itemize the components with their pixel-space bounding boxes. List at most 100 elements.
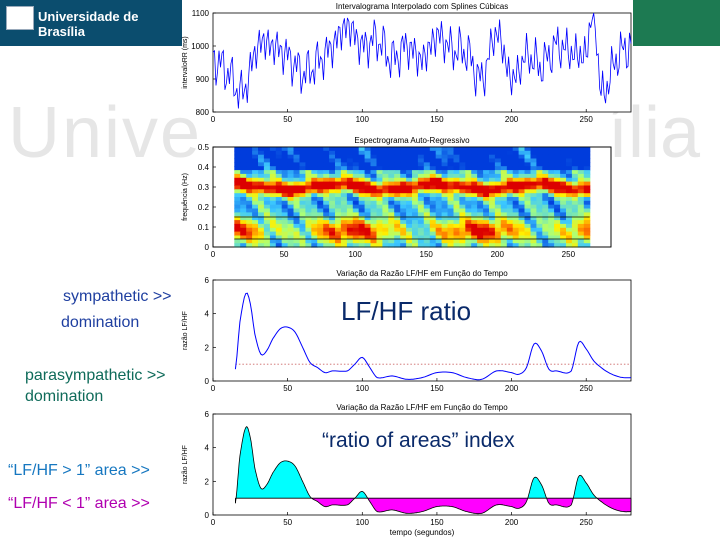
chart1-heatmap-cell	[311, 162, 318, 167]
chart1-heatmap-cell	[293, 177, 300, 183]
chart1-heatmap-cell	[548, 212, 555, 217]
chart1-heatmap-cell	[246, 216, 253, 221]
chart1-heatmap-cell	[477, 185, 484, 190]
chart1-heatmap-cell	[400, 231, 407, 236]
chart1-heatmap-cell	[554, 204, 561, 210]
chart1-heatmap-cell	[305, 173, 312, 179]
chart1-heatmap-cell	[252, 223, 259, 229]
chart1-heatmap-cell	[329, 227, 336, 233]
chart1-heatmap-cell	[358, 216, 366, 221]
chart1-heatmap-cell	[453, 150, 460, 156]
chart1-heatmap-cell	[376, 239, 383, 244]
chart1-heatmap-cell	[246, 223, 253, 229]
chart1-heatmap-cell	[494, 243, 502, 248]
chart1-heatmap-cell	[335, 220, 342, 225]
chart1-heatmap-cell	[506, 239, 514, 244]
chart1-heatmap-cell	[406, 181, 413, 186]
chart1-heatmap-cell	[406, 231, 413, 236]
chart1-heatmap-cell	[524, 200, 531, 206]
chart1-heatmap-cell	[311, 200, 318, 206]
chart1-heatmap-cell	[500, 227, 508, 233]
chart1-heatmap-cell	[536, 212, 543, 217]
chart1-heatmap-cell	[471, 158, 478, 163]
chart1-heatmap-cell	[263, 231, 271, 236]
chart1-heatmap-cell	[400, 197, 407, 202]
chart1-heatmap-cell	[346, 154, 354, 160]
chart1-heatmap-cell	[447, 150, 454, 156]
chart1-heatmap-cell	[246, 150, 253, 156]
chart0-xtick-label: 250	[580, 115, 594, 124]
chart1-heatmap-cell	[364, 166, 372, 171]
chart1-heatmap-cell	[311, 204, 318, 210]
chart1-heatmap-cell	[252, 154, 259, 160]
chart1-heatmap-cell	[566, 200, 573, 206]
chart1-heatmap-cell	[400, 189, 407, 194]
chart1-heatmap-cell	[352, 150, 360, 156]
chart1-heatmap-cell	[346, 239, 354, 244]
chart1-heatmap-cell	[329, 185, 336, 190]
chart1-heatmap-cell	[346, 216, 354, 221]
chart1-heatmap-cell	[459, 220, 466, 225]
chart0-ytick-label: 800	[196, 108, 210, 117]
chart1-heatmap-cell	[281, 243, 289, 248]
chart1-heatmap-cell	[340, 193, 348, 198]
chart1-heatmap-cell	[465, 235, 472, 240]
chart1-heatmap-cell	[299, 197, 306, 202]
chart1-heatmap-cell	[376, 185, 383, 190]
chart1-heatmap-cell	[548, 189, 555, 194]
chart1-heatmap-cell	[340, 158, 348, 163]
chart1-heatmap-cell	[459, 231, 466, 236]
chart1-heatmap-cell	[566, 189, 573, 194]
chart1-heatmap-cell	[311, 158, 318, 163]
chart1-heatmap-cell	[566, 220, 573, 225]
chart1-heatmap-cell	[412, 243, 419, 248]
chart1-heatmap-cell	[500, 220, 508, 225]
chart1-heatmap-cell	[406, 177, 413, 183]
chart1-heatmap-cell	[234, 231, 241, 236]
chart1-heatmap-cell	[489, 223, 496, 229]
chart1-heatmap-cell	[394, 204, 401, 210]
chart1-heatmap-cell	[317, 181, 324, 186]
chart1-heatmap-cell	[305, 204, 312, 210]
chart1-heatmap-cell	[477, 204, 484, 210]
chart1-heatmap-cell	[263, 147, 271, 152]
chart1-heatmap-cell	[269, 189, 277, 194]
chart1-heatmap-cell	[311, 147, 318, 152]
chart1-heatmap-cell	[542, 170, 549, 175]
chart1-heatmap-cell	[548, 208, 555, 213]
chart1-heatmap-cell	[263, 235, 271, 240]
chart1-heatmap-cell	[388, 204, 395, 210]
chart1-heatmap-cell	[281, 197, 289, 202]
chart1-heatmap-cell	[394, 170, 401, 175]
chart2-xtick-label: 100	[356, 384, 370, 393]
chart1-heatmap-cell	[376, 197, 383, 202]
chart1-heatmap-cell	[577, 158, 585, 163]
chart1-heatmap-cell	[299, 243, 306, 248]
chart1-heatmap-cell	[453, 147, 460, 152]
chart0-xtick-label: 150	[430, 115, 444, 124]
chart1-heatmap-cell	[571, 154, 579, 160]
chart1-heatmap-cell	[352, 235, 360, 240]
chart1-heatmap-cell	[518, 181, 526, 186]
chart1-heatmap-cell	[518, 147, 526, 152]
chart1-heatmap-cell	[234, 162, 241, 167]
chart1-heatmap-cell	[275, 220, 283, 225]
chart0-plot-area	[212, 12, 632, 113]
chart1-heatmap-cell	[435, 154, 443, 160]
chart1-heatmap-cell	[370, 154, 377, 160]
chart1-heatmap-cell	[323, 154, 330, 160]
chart1-heatmap-cell	[252, 239, 259, 244]
chart1-heatmap-cell	[483, 197, 490, 202]
chart1-heatmap-cell	[352, 181, 360, 186]
chart1-heatmap-cell	[240, 150, 247, 156]
chart1-heatmap-cell	[358, 212, 366, 217]
chart1-heatmap-cell	[417, 147, 425, 152]
chart1-heatmap-cell	[370, 204, 377, 210]
chart1-heatmap-cell	[548, 154, 555, 160]
chart1-heatmap-cell	[400, 220, 407, 225]
chart1-heatmap-cell	[542, 185, 549, 190]
chart1-heatmap-cell	[382, 216, 389, 221]
chart1-heatmap-cell	[335, 181, 342, 186]
chart1-heatmap-cell	[340, 162, 348, 167]
